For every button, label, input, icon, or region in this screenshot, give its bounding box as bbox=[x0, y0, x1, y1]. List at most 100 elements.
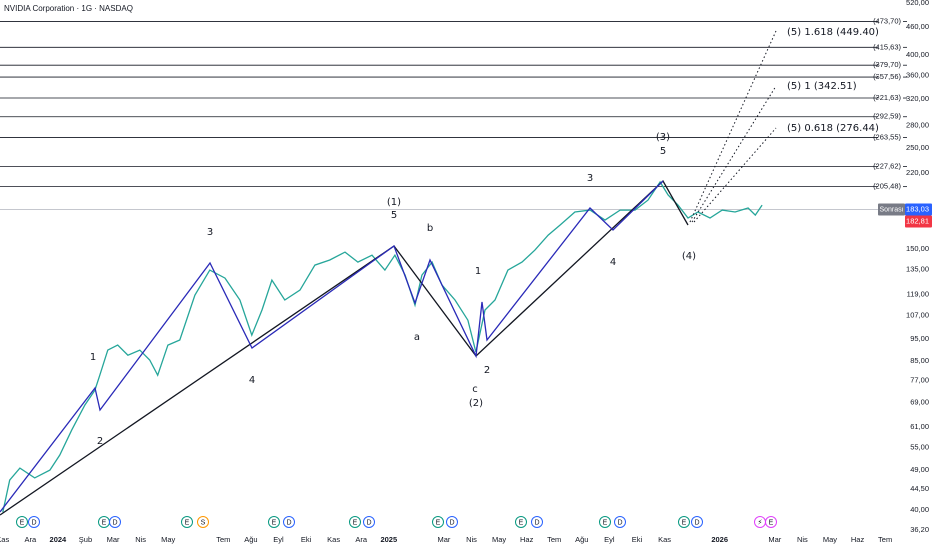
y-tick-label: 107,00 bbox=[906, 311, 929, 320]
x-tick-label: Eyl bbox=[273, 535, 284, 544]
x-tick-label: Mar bbox=[437, 535, 450, 544]
wave-label: 2 bbox=[484, 365, 490, 376]
level-label: (205,48) bbox=[873, 182, 901, 191]
level-label: (321,63) bbox=[873, 93, 901, 102]
event-marker bbox=[432, 516, 444, 528]
event-marker bbox=[599, 516, 611, 528]
chart-title: NVIDIA Corporation · 1G · NASDAQ bbox=[4, 4, 133, 13]
x-tick-label: 2026 bbox=[711, 535, 728, 544]
y-tick-label: 49,00 bbox=[910, 465, 929, 474]
level-label: (473,70) bbox=[873, 16, 901, 25]
x-tick-label: 2025 bbox=[380, 535, 397, 544]
event-label: ⚡ bbox=[758, 518, 763, 526]
wave-lines bbox=[0, 30, 777, 516]
y-tick-label: 220,00 bbox=[906, 168, 929, 177]
x-tick-label: Nis bbox=[797, 535, 808, 544]
event-marker bbox=[109, 516, 121, 528]
wave-label: (2) bbox=[469, 398, 483, 409]
event-marker bbox=[691, 516, 703, 528]
y-tick-label: 85,00 bbox=[910, 356, 929, 365]
y-tick-label: 61,00 bbox=[910, 422, 929, 431]
level-label: (227,62) bbox=[873, 161, 901, 170]
x-tick-label: Mar bbox=[107, 535, 120, 544]
event-label: D bbox=[366, 519, 371, 526]
x-tick-label: Ara bbox=[24, 535, 37, 544]
price-badge bbox=[905, 215, 932, 228]
level-label: (357,56) bbox=[873, 72, 901, 81]
event-label: E bbox=[682, 519, 687, 526]
price-badge-label: 182,81 bbox=[906, 216, 929, 225]
x-tick-label: Ara bbox=[355, 535, 368, 544]
x-tick-label: Haz bbox=[520, 535, 534, 544]
x-tick-label: Ağu bbox=[575, 535, 588, 544]
x-tick-label: Nis bbox=[135, 535, 146, 544]
wave-label: c bbox=[472, 384, 478, 395]
event-marker bbox=[197, 516, 209, 528]
y-tick-label: 250,00 bbox=[906, 143, 929, 152]
y-tick-label: 360,00 bbox=[906, 71, 929, 80]
wave-label: 4 bbox=[249, 375, 255, 386]
wave-label: 1 bbox=[475, 266, 481, 277]
y-tick-label: 40,00 bbox=[910, 505, 929, 514]
level-label: (415,63) bbox=[873, 42, 901, 51]
wave-label: 5 bbox=[660, 146, 666, 157]
event-marker bbox=[349, 516, 361, 528]
wave-label: 1 bbox=[90, 352, 96, 363]
y-tick-label: 520,00 bbox=[906, 0, 929, 7]
x-tick-label: Ağu bbox=[244, 535, 257, 544]
event-label: E bbox=[102, 519, 107, 526]
x-tick-label: Eyl bbox=[604, 535, 615, 544]
event-label: E bbox=[603, 519, 608, 526]
wave-label: (5) 1.618 (449.40) bbox=[787, 27, 879, 38]
event-label: D bbox=[617, 519, 622, 526]
price-layer bbox=[0, 180, 878, 513]
price-badge bbox=[905, 203, 932, 216]
levels bbox=[0, 21, 907, 188]
event-marker bbox=[283, 516, 295, 528]
event-marker bbox=[363, 516, 375, 528]
event-label: D bbox=[694, 519, 699, 526]
x-tick-label: Kas bbox=[0, 535, 9, 544]
x-tick-label: May bbox=[823, 535, 837, 544]
event-label: E bbox=[185, 519, 190, 526]
x-tick-label: Tem bbox=[878, 535, 892, 544]
event-marker bbox=[181, 516, 193, 528]
wave-line bbox=[0, 179, 689, 516]
y-tick-label: 460,00 bbox=[906, 22, 929, 31]
event-label: E bbox=[272, 519, 277, 526]
x-tick-label: Eki bbox=[301, 535, 312, 544]
y-tick-label: 95,00 bbox=[910, 334, 929, 343]
wave-label: (4) bbox=[682, 251, 696, 262]
wave-label: 3 bbox=[207, 227, 213, 238]
y-tick-label: 135,00 bbox=[906, 265, 929, 274]
x-tick-label: Nis bbox=[466, 535, 477, 544]
event-label: E bbox=[436, 519, 441, 526]
event-label: D bbox=[534, 519, 539, 526]
event-marker bbox=[678, 516, 690, 528]
x-tick-label: Kas bbox=[658, 535, 671, 544]
projection-line bbox=[689, 30, 777, 223]
x-tick-label: May bbox=[161, 535, 175, 544]
price-line bbox=[2, 180, 763, 513]
event-label: S bbox=[201, 519, 206, 526]
event-marker bbox=[614, 516, 626, 528]
y-tick-label: 400,00 bbox=[906, 50, 929, 59]
y-tick-label: 77,00 bbox=[910, 376, 929, 385]
wave-label: (3) bbox=[656, 132, 670, 143]
y-tick-label: 36,20 bbox=[910, 525, 929, 534]
x-tick-label: Şub bbox=[79, 535, 92, 544]
x-tick-label: Mar bbox=[768, 535, 781, 544]
event-marker bbox=[531, 516, 543, 528]
event-marker bbox=[515, 516, 527, 528]
x-tick-label: Haz bbox=[851, 535, 865, 544]
wave-label: 3 bbox=[587, 173, 593, 184]
x-tick-label: Tem bbox=[216, 535, 230, 544]
price-tag: Sonrası bbox=[879, 206, 903, 213]
level-label: (263,55) bbox=[873, 132, 901, 141]
event-label: E bbox=[769, 519, 774, 526]
event-marker bbox=[446, 516, 458, 528]
